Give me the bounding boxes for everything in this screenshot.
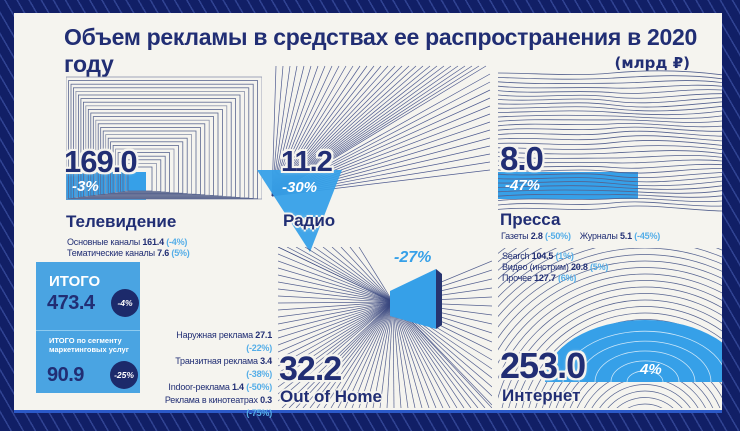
sub-item: Транзитная реклама 3.4 (-38%) [150,355,272,381]
press-label: Пресса [500,210,561,229]
sub-item-percent: (-50%) [544,231,571,241]
sub-item-value: 127.7 [534,273,556,283]
ooh-value: 32.2 [279,350,342,388]
sub-item-percent: (-50%) [246,382,272,392]
sub-item-percent: (-45%) [634,231,661,241]
sub-item: Реклама в кинотеатрах 0.3 (-75%) [150,394,272,420]
marketing-total-value: 90.9 [47,364,84,386]
ooh-label: Out of Home [280,387,382,406]
sub-item-percent: (5%) [589,262,609,272]
sub-item: Журналы 5.1 (-45%) [580,231,660,241]
radio-change-label: -30% [282,179,318,196]
sub-item-label: Основные каналы [67,237,141,247]
press-value: 8.0 [500,140,544,177]
tv-label: Телевидение [66,212,177,231]
tv-nested-rectangles-pattern [66,76,262,200]
sub-item-value: 27.1 [255,330,272,340]
sub-item-value: 20.8 [570,262,588,272]
sub-item-label: Реклама в кинотеатрах [164,395,258,405]
sub-item-label: Прочее [502,273,532,283]
sub-item-label: Транзитная реклама [175,356,258,366]
radio-value: 11.2 [281,146,333,178]
tv-value: 169.0 [64,144,138,179]
sub-item: Газеты 2.8 (-50%) [501,231,571,241]
sub-item-label: Search [502,251,530,261]
sub-item-value: 5.1 [620,231,632,241]
sub-item: Видео (инстрим) 20.8 (5%) [502,262,608,273]
unit-label: (млрд ₽) [614,54,690,72]
sub-item-percent: (-38%) [246,369,272,379]
sub-item-value: 2.8 [530,231,543,241]
sub-item: Основные каналы 161.4 (-4%) [67,237,190,248]
totals-divider [36,330,140,331]
tv-breakdown-list: Основные каналы 161.4 (-4%) Тематические … [67,237,190,258]
total-label: ИТОГО [49,273,101,290]
internet-breakdown-list: Search 104.5 (1%) Видео (инстрим) 20.8 (5… [502,251,608,284]
sub-item-label: Наружная реклама [176,330,253,340]
sub-item-label: Журналы [579,231,618,241]
radio-label: Радио [283,211,336,230]
sub-item-percent: (6%) [557,273,577,283]
sub-item-value: 1.4 [231,382,244,392]
sub-item-percent: (-75%) [246,408,272,418]
press-change-label: -47% [505,177,541,194]
press-waves-pattern [498,70,722,212]
sub-item-value: 7.6 [157,247,170,258]
sub-item-percent: (-22%) [246,343,272,353]
sub-item: Прочее 127.7 (6%) [502,273,608,284]
sub-item: Тематические каналы 7.6 (5%) [67,248,190,259]
marketing-total-label: ИТОГО по сегменту маркетинговых услуг [49,336,129,354]
internet-arcs-pattern [498,248,722,408]
total-change-badge: -4% [111,289,139,317]
sub-item-value: 104.5 [531,251,554,261]
ooh-change-label: -27% [394,249,432,266]
ooh-breakdown-list: Наружная реклама 27.1 (-22%) Транзитная р… [150,329,272,420]
ooh-tunnel-pattern [278,247,492,408]
page-title: Объем рекламы в средствах ее распростран… [64,24,697,77]
sub-item-value: 3.4 [260,356,272,366]
sub-item-percent: (-4%) [166,237,188,247]
internet-label: Интернет [502,386,581,405]
marketing-change-badge: -25% [110,361,138,389]
total-value: 473.4 [47,292,95,314]
sub-item: Indoor-реклама 1.4 (-50%) [150,381,272,394]
press-breakdown-list: Газеты 2.8 (-50%) Журналы 5.1 (-45%) [501,231,721,241]
sub-item-label: Видео (инстрим) [502,262,569,272]
sub-item: Наружная реклама 27.1 (-22%) [150,329,272,355]
sub-item-value: 161.4 [142,237,164,247]
totals-box: ИТОГО 473.4 ИТОГО по сегменту маркетинго… [36,262,140,393]
internet-change-label: 4% [640,361,662,378]
sub-item-label: Тематические каналы [67,247,155,258]
radio-fan-pattern [257,65,491,252]
tv-change-label: -3% [72,178,99,195]
sub-item: Search 104.5 (1%) [502,251,608,262]
sub-item-percent: (1%) [555,251,574,261]
sub-item-label: Газеты [501,231,529,241]
sub-item-value: 0.3 [260,395,272,405]
sub-item-label: Indoor-реклама [168,382,230,392]
internet-value: 253.0 [500,345,586,386]
sub-item-percent: (5%) [171,247,190,258]
